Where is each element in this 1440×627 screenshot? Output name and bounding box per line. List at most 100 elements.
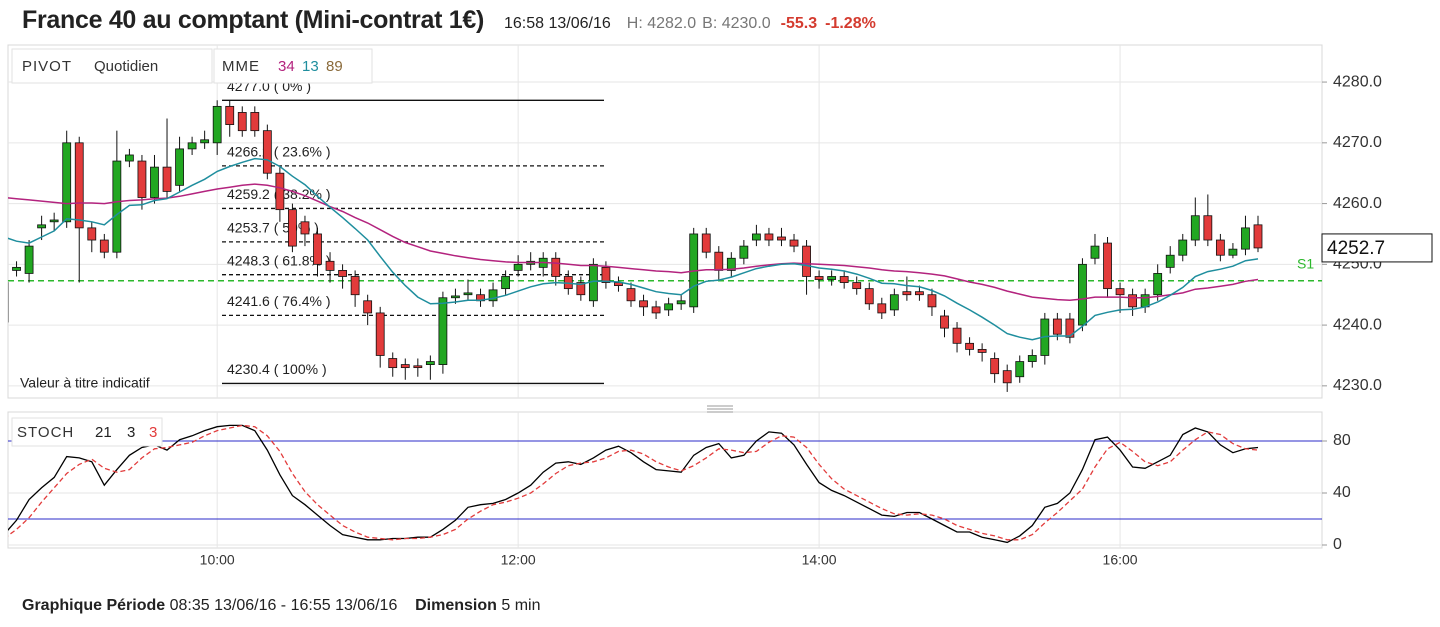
candle-body (952, 327, 962, 344)
last-price: 4252.7 (1327, 238, 1385, 259)
candle-body (877, 303, 887, 314)
candle-body (1027, 355, 1037, 362)
candle-body (990, 358, 1000, 375)
candle-body (237, 112, 247, 132)
dimension-label: Dimension (415, 597, 497, 614)
candle-body (175, 148, 184, 186)
candle-body (137, 160, 147, 198)
candle-body (726, 257, 736, 271)
candle-body (701, 233, 711, 253)
x-tick-label: 10:00 (200, 552, 235, 568)
legend-title: MME (222, 58, 260, 75)
note: Valeur à titre indicatif (20, 375, 150, 391)
fib-label: 4248.3 ( 61.8% ) (227, 252, 331, 268)
candle-body (225, 105, 235, 125)
candle-body (839, 276, 849, 283)
x-tick-label: 12:00 (501, 552, 536, 568)
change: -55.3 (780, 15, 818, 32)
y-tick-label: 4280.0 (1333, 73, 1382, 90)
fib-label: 4266.2 ( 23.6% ) (227, 144, 331, 160)
candle-body (827, 276, 837, 280)
y-tick-label: 4270.0 (1333, 134, 1382, 151)
candle-body (1153, 273, 1163, 296)
period-label: Graphique Période (22, 597, 166, 614)
candle-body (852, 282, 862, 290)
candle-body (300, 221, 310, 235)
legend-entry: 13 (302, 58, 319, 75)
x-tick-label: 16:00 (1103, 552, 1138, 568)
stoch-line (8, 424, 1259, 541)
legend-entry: 89 (326, 58, 343, 75)
footer: Graphique Période 08:35 13/06/16 - 16:55… (22, 597, 541, 615)
legend-box (213, 48, 373, 84)
candle-body (965, 342, 974, 350)
candle-body (74, 142, 84, 229)
candle-body (814, 276, 824, 280)
candle-body (99, 239, 109, 253)
legend-box (11, 417, 163, 447)
candle-body (864, 288, 874, 305)
header: France 40 au comptant (Mini-contrat 1€) … (22, 6, 884, 35)
candle-body (739, 245, 749, 259)
y-tick-label: 4230.0 (1333, 377, 1382, 394)
candle-body (8, 282, 9, 323)
ema-line (8, 157, 1259, 341)
candle-body (977, 348, 987, 353)
candle-body (1165, 254, 1175, 268)
legend-box (11, 48, 213, 84)
candle-body (200, 139, 210, 144)
candle-body (388, 358, 398, 369)
candle-body (463, 292, 473, 296)
y-tick-label: 4240.0 (1333, 316, 1382, 333)
y-tick-label: 4260.0 (1333, 195, 1382, 212)
candle-body (1002, 370, 1012, 384)
legend-param: 3 (149, 424, 157, 441)
candle-body (87, 227, 97, 241)
candle-body (1115, 288, 1125, 296)
stoch-panel (7, 411, 1323, 549)
last-price-box (1321, 233, 1433, 263)
candle-body (889, 294, 899, 311)
y-tick-label: 80 (1333, 432, 1351, 449)
candle-body (915, 291, 924, 296)
x-tick-label: 14:00 (802, 552, 837, 568)
candle-body (1015, 361, 1025, 378)
splitter[interactable] (707, 405, 733, 413)
candle-body (24, 245, 34, 274)
legend-param: 21 (95, 424, 112, 441)
candle-body (764, 233, 774, 241)
pivot-period: Quotidien (94, 58, 158, 75)
low: B: 4230.0 (702, 15, 771, 32)
candle-body (551, 257, 561, 277)
support-label: S1 (1297, 255, 1314, 271)
candle-body (676, 300, 686, 305)
fib-label: 4230.4 ( 100% ) (227, 361, 327, 377)
candle-body (112, 160, 122, 253)
candle-body (927, 294, 937, 308)
candle-body (338, 270, 347, 277)
candle-body (313, 233, 322, 265)
candle-body (162, 166, 172, 192)
candle-body (1190, 215, 1200, 241)
candle-body (12, 266, 21, 271)
y-tick-label: 40 (1333, 484, 1351, 501)
candle-body (714, 251, 724, 271)
candle-body (513, 263, 523, 271)
candle-body (752, 233, 761, 241)
candle-body (601, 266, 611, 283)
candle-body (488, 289, 498, 302)
time: 16:58 13/06/16 (504, 15, 611, 32)
legend-entry: 34 (278, 58, 295, 75)
candle-body (1128, 294, 1137, 308)
high: H: 4282.0 (626, 15, 697, 32)
candle-body (438, 297, 448, 365)
candle-body (1228, 248, 1238, 256)
title: France 40 au comptant (Mini-contrat 1€) (22, 6, 484, 34)
candle-body (363, 300, 373, 314)
candle-body (639, 300, 648, 308)
candle-body (802, 245, 811, 277)
candle-body (288, 209, 297, 247)
candle-body (400, 364, 410, 369)
candle-body (275, 172, 285, 211)
